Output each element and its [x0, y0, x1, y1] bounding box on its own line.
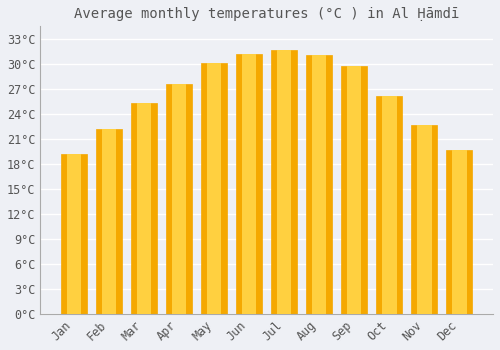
Bar: [207, 63, 222, 314]
Bar: [96, 129, 122, 314]
Bar: [452, 150, 466, 314]
Bar: [166, 84, 192, 314]
Bar: [347, 66, 362, 314]
Bar: [411, 126, 438, 314]
Title: Average monthly temperatures (°C ) in Al Ḥāmdī: Average monthly temperatures (°C ) in Al…: [74, 7, 460, 21]
Bar: [131, 103, 157, 314]
Bar: [341, 66, 367, 314]
Bar: [376, 96, 402, 314]
Bar: [201, 63, 228, 314]
Bar: [312, 55, 326, 314]
Bar: [61, 154, 87, 314]
Bar: [172, 84, 186, 314]
Bar: [271, 50, 297, 314]
Bar: [446, 150, 472, 314]
Bar: [382, 96, 396, 314]
Bar: [236, 54, 262, 314]
Bar: [277, 50, 291, 314]
Bar: [67, 154, 81, 314]
Bar: [242, 54, 256, 314]
Bar: [102, 129, 117, 314]
Bar: [306, 55, 332, 314]
Bar: [137, 103, 152, 314]
Bar: [417, 126, 432, 314]
